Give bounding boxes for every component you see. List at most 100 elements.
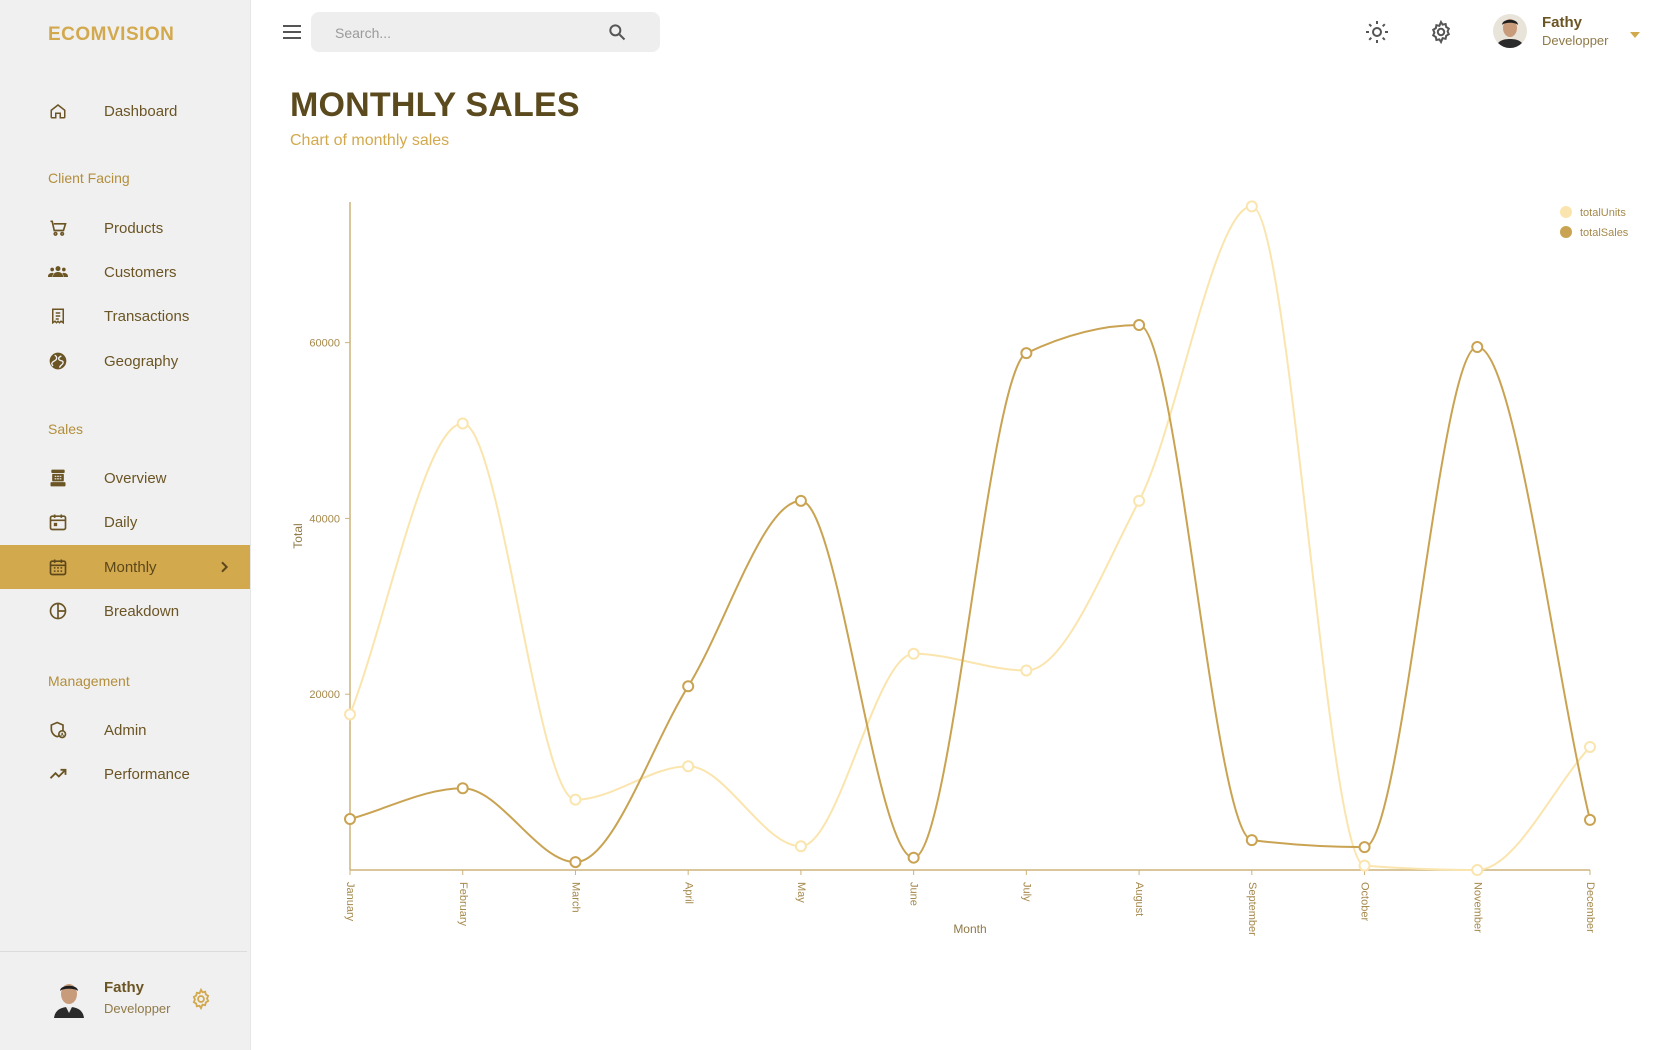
x-tick-label: September xyxy=(1246,882,1258,936)
chart-lines xyxy=(349,205,1591,872)
data-point-totalSales xyxy=(1245,834,1258,847)
x-tick-label: November xyxy=(1471,882,1483,933)
chart-points xyxy=(344,200,1596,876)
data-point-totalUnits xyxy=(344,708,356,721)
avatar xyxy=(52,980,86,1018)
data-point-totalSales xyxy=(1020,347,1033,360)
chart-legend: totalUnits totalSales xyxy=(1560,206,1629,239)
sidebar-item-label: Admin xyxy=(104,721,147,739)
series-line-totalSales xyxy=(349,324,1591,864)
calendar-today-icon xyxy=(48,512,68,532)
data-point-totalUnits xyxy=(682,760,695,773)
sidebar-item-transactions[interactable]: Transactions xyxy=(0,294,250,338)
sidebar-item-products[interactable]: Products xyxy=(0,206,250,250)
data-point-totalUnits xyxy=(456,417,469,430)
legend-label: totalSales xyxy=(1580,227,1629,239)
data-point-totalUnits xyxy=(1584,740,1596,753)
y-tick-label: 40000 xyxy=(309,513,340,525)
sidebar-item-overview[interactable]: Overview xyxy=(0,456,250,500)
series-line-totalUnits xyxy=(349,205,1591,872)
caret-down-icon[interactable] xyxy=(1628,27,1642,38)
data-point-totalUnits xyxy=(1020,664,1033,677)
shopping-cart-icon xyxy=(48,218,68,238)
section-title-management: Management xyxy=(48,673,130,689)
search-icon[interactable] xyxy=(607,22,627,42)
chart-axes: 20000 40000 60000 January February March April… xyxy=(291,202,1596,936)
data-point-totalSales xyxy=(1584,813,1596,826)
home-icon xyxy=(48,101,68,121)
page-title: MONTHLY SALES xyxy=(290,86,580,124)
sidebar-item-label: Customers xyxy=(104,263,177,281)
user-role: Developper xyxy=(1542,33,1609,48)
data-point-totalUnits xyxy=(794,840,807,853)
sidebar-item-monthly[interactable]: Monthly xyxy=(0,545,250,589)
point-of-sale-icon xyxy=(48,468,68,488)
user-name[interactable]: Fathy xyxy=(1542,14,1583,31)
sidebar-item-dashboard[interactable]: Dashboard xyxy=(0,89,250,133)
sidebar-item-customers[interactable]: Customers xyxy=(0,250,250,294)
data-point-totalSales xyxy=(569,856,582,869)
data-point-totalUnits xyxy=(1358,859,1371,872)
data-point-totalSales xyxy=(1358,841,1371,854)
x-tick-label: February xyxy=(457,882,469,927)
user-name: Fathy xyxy=(104,979,145,996)
admin-panel-icon xyxy=(48,720,68,740)
data-point-totalUnits xyxy=(1471,864,1484,876)
data-point-totalUnits xyxy=(907,647,920,660)
y-tick-label: 60000 xyxy=(309,338,340,350)
settings-icon[interactable] xyxy=(1428,19,1454,45)
sidebar-item-label: Overview xyxy=(104,469,167,487)
sidebar-item-label: Monthly xyxy=(104,558,157,576)
light-mode-icon[interactable] xyxy=(1364,19,1390,45)
data-point-totalSales xyxy=(794,494,807,507)
groups-icon xyxy=(48,262,68,282)
data-point-totalSales xyxy=(682,680,695,693)
sidebar-item-label: Transactions xyxy=(104,307,190,325)
sidebar-item-label: Geography xyxy=(104,352,179,370)
x-tick-label: March xyxy=(570,882,582,913)
sidebar-item-label: Performance xyxy=(104,765,190,783)
sidebar-item-daily[interactable]: Daily xyxy=(0,500,250,544)
section-title-client-facing: Client Facing xyxy=(48,170,130,186)
sidebar-item-label: Dashboard xyxy=(104,102,178,120)
search-input[interactable] xyxy=(333,12,597,54)
data-point-totalSales xyxy=(1133,319,1146,332)
y-tick-label: 20000 xyxy=(309,689,340,701)
search-bar xyxy=(311,12,660,54)
x-tick-label: July xyxy=(1020,882,1032,902)
legend-label: totalUnits xyxy=(1580,207,1626,219)
x-tick-label: May xyxy=(795,882,807,903)
trending-up-icon xyxy=(48,764,68,784)
chevron-right-icon xyxy=(216,558,232,576)
avatar[interactable] xyxy=(1493,14,1527,48)
user-role: Developper xyxy=(104,1001,171,1016)
data-point-totalSales xyxy=(1471,341,1484,354)
page-subtitle: Chart of monthly sales xyxy=(290,132,450,149)
x-tick-label: June xyxy=(908,882,920,906)
menu-icon[interactable] xyxy=(282,22,302,42)
sidebar-item-admin[interactable]: Admin xyxy=(0,708,250,752)
sidebar-item-performance[interactable]: Performance xyxy=(0,752,250,796)
data-point-totalSales xyxy=(456,782,469,795)
sidebar-item-breakdown[interactable]: Breakdown xyxy=(0,589,250,633)
data-point-totalUnits xyxy=(1133,494,1146,507)
data-point-totalUnits xyxy=(569,793,582,806)
x-axis-label: Month xyxy=(953,922,986,936)
receipt-icon xyxy=(48,306,68,326)
data-point-totalUnits xyxy=(1245,200,1258,213)
brand-logo[interactable]: ECOMVISION xyxy=(48,24,175,45)
sidebar: ECOMVISION Dashboard Client Facing Produ… xyxy=(0,0,251,1050)
settings-icon[interactable] xyxy=(190,987,212,1011)
sidebar-divider xyxy=(0,951,247,952)
sidebar-item-label: Breakdown xyxy=(104,602,180,620)
data-point-totalSales xyxy=(907,851,920,864)
sidebar-item-label: Products xyxy=(104,219,164,237)
sidebar-item-geography[interactable]: Geography xyxy=(0,339,250,383)
x-tick-label: August xyxy=(1133,882,1145,916)
x-tick-label: October xyxy=(1359,882,1371,921)
x-tick-label: December xyxy=(1584,882,1596,933)
calendar-month-icon xyxy=(48,557,68,577)
legend-marker xyxy=(1560,206,1572,218)
x-tick-label: January xyxy=(344,882,356,922)
